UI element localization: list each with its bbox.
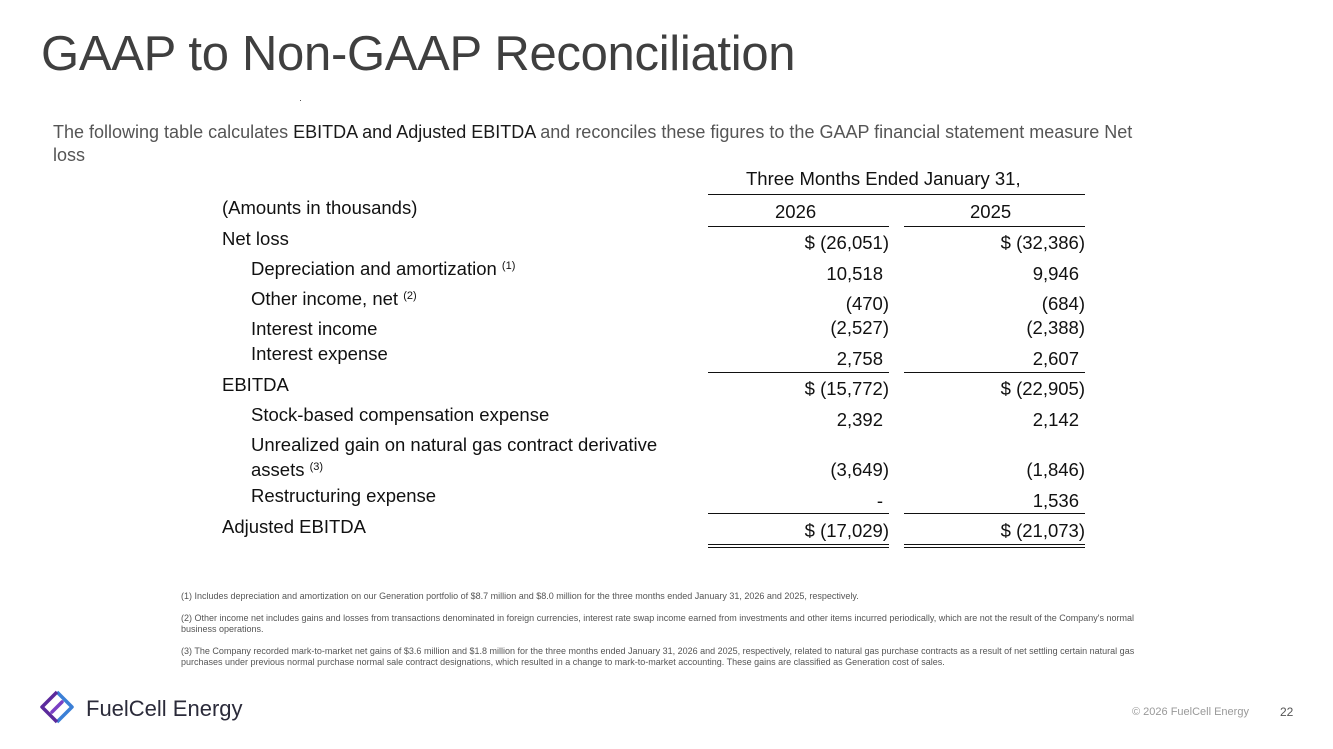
total-double-rule-2026: [708, 544, 889, 548]
other-income-2025: (684): [1041, 293, 1085, 314]
other-income-label: Other income, net: [251, 288, 399, 309]
intro-post: and reconciles these figures to the GAAP…: [53, 122, 1133, 165]
year-2026-rule: [708, 226, 889, 227]
net-loss-2026: $ (26,051): [804, 232, 889, 253]
row-label-net-loss: Net loss: [222, 228, 289, 249]
unrealized-gain-2025: (1,846): [1026, 459, 1085, 480]
adjusted-ebitda-2026: $ (17,029): [804, 520, 889, 541]
restructuring-2025: 1,536: [1032, 490, 1079, 511]
row-label-depreciation: Depreciation and amortization (1): [251, 258, 515, 280]
row-label-restructuring: Restructuring expense: [251, 485, 437, 506]
interest-income-2026: (2,527): [830, 317, 889, 338]
row-label-unrealized-gain-line2: assets (3): [251, 459, 323, 481]
row-label-unrealized-gain: Unrealized gain on natural gas contract …: [251, 434, 658, 455]
total-double-rule-2025: [904, 544, 1085, 548]
row-label-interest-expense: Interest expense: [251, 343, 388, 364]
interest-income-2025: (2,388): [1026, 317, 1085, 338]
footnote-3: (3) The Company recorded mark-to-market …: [181, 646, 1135, 667]
page-number: 22: [1280, 705, 1294, 719]
amounts-label: (Amounts in thousands): [222, 197, 418, 218]
unrealized-gain-line2: assets: [251, 459, 305, 480]
adjusted-rule-2026: [708, 513, 889, 514]
year-2026-header: 2026: [775, 201, 817, 222]
period-header-rule: [708, 194, 1085, 195]
depreciation-note: (1): [501, 260, 516, 272]
ebitda-rule-2025: [904, 372, 1085, 373]
year-2025-header: 2025: [970, 201, 1012, 222]
depreciation-2025: 9,946: [1032, 263, 1079, 284]
stray-dot: [300, 100, 301, 101]
footnote-2: (2) Other income net includes gains and …: [181, 613, 1135, 634]
depreciation-label: Depreciation and amortization: [251, 258, 497, 279]
row-label-ebitda: EBITDA: [222, 374, 289, 395]
depreciation-2026: 10,518: [826, 263, 883, 284]
brand-name: FuelCell Energy: [86, 696, 243, 721]
adjusted-rule-2025: [904, 513, 1085, 514]
intro-pre: The following table calculates: [53, 122, 294, 142]
fuelcell-logo-icon: [40, 690, 74, 724]
stock-comp-2025: 2,142: [1032, 409, 1079, 430]
row-label-stock-comp: Stock-based compensation expense: [251, 404, 550, 425]
intro-bold: EBITDA and Adjusted EBITDA: [293, 122, 536, 142]
other-income-note: (2): [403, 290, 417, 302]
other-income-2026: (470): [845, 293, 889, 314]
year-2025-rule: [904, 226, 1085, 227]
row-label-adjusted-ebitda: Adjusted EBITDA: [222, 516, 366, 537]
net-loss-2025: $ (32,386): [1000, 232, 1085, 253]
interest-expense-2025: 2,607: [1032, 348, 1079, 369]
intro-text: The following table calculates EBITDA an…: [53, 121, 1133, 167]
row-label-interest-income: Interest income: [251, 318, 378, 339]
row-label-other-income: Other income, net (2): [251, 288, 417, 310]
ebitda-rule-2026: [708, 372, 889, 373]
restructuring-2026: -: [876, 490, 883, 511]
ebitda-2025: $ (22,905): [1000, 378, 1085, 399]
period-header: Three Months Ended January 31,: [746, 168, 1021, 189]
copyright: © 2026 FuelCell Energy: [1132, 706, 1249, 718]
unrealized-gain-note: (3): [309, 461, 324, 473]
adjusted-ebitda-2025: $ (21,073): [1000, 520, 1085, 541]
stock-comp-2026: 2,392: [836, 409, 883, 430]
interest-expense-2026: 2,758: [836, 348, 883, 369]
ebitda-2026: $ (15,772): [804, 378, 889, 399]
unrealized-gain-2026: (3,649): [830, 459, 889, 480]
slide-title: GAAP to Non-GAAP Reconciliation: [41, 27, 796, 81]
footnote-1: (1) Includes depreciation and amortizati…: [181, 591, 859, 601]
